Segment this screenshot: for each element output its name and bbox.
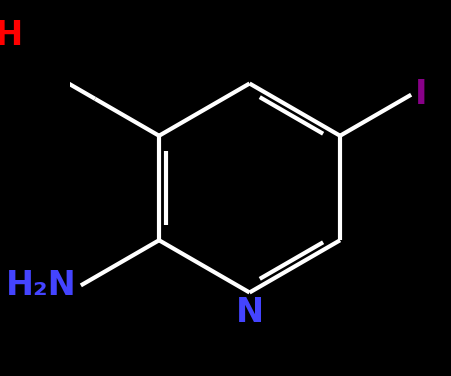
Text: I: I	[414, 78, 427, 111]
Text: OH: OH	[0, 19, 24, 52]
Text: N: N	[235, 296, 263, 329]
Text: H₂N: H₂N	[6, 269, 77, 302]
